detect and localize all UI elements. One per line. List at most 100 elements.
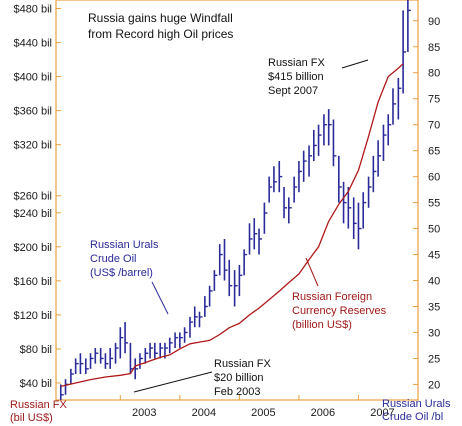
chart-title: Russia gains huge Windfall from Record h…: [88, 11, 233, 41]
left-tick-label: $200 bil: [13, 242, 52, 254]
oil-bar: [317, 124, 322, 156]
right-axis-label-line-2: Crude Oil /bl: [382, 411, 443, 423]
x-tick-label: 2005: [251, 407, 275, 419]
oil-bar: [79, 353, 84, 375]
right-tick-label: 40: [428, 276, 440, 288]
right-tick-label: 75: [428, 94, 440, 106]
right-tick-label: 90: [428, 16, 440, 28]
oil-bar: [84, 358, 89, 375]
oil-bar: [402, 10, 407, 94]
x-tick-label: 2006: [311, 407, 335, 419]
annotation-reserves-pointer: [305, 257, 319, 287]
annotation-fx-peak: Russian FX $415 billion Sept 2007: [268, 57, 369, 97]
oil-bar: [223, 238, 228, 281]
oil-bar: [367, 176, 372, 208]
oil-bar: [273, 166, 277, 193]
right-tick-label: 65: [428, 146, 440, 158]
oil-bar: [238, 264, 243, 297]
oil-bar: [218, 244, 223, 276]
left-tick-label: $480 bil: [13, 4, 52, 16]
oil-bar: [397, 77, 402, 120]
annotation-fx-peak-line-2: $415 billion: [268, 71, 324, 83]
oil-bar: [204, 296, 208, 317]
left-tick-label: $440 bil: [13, 38, 52, 50]
left-axis-label-line-1: Russian FX: [10, 399, 68, 411]
plot-frame: [55, 0, 419, 401]
oil-bar: [308, 145, 313, 177]
oil-bar: [70, 368, 74, 385]
right-tick-label: 50: [428, 224, 440, 236]
oil-bar: [183, 327, 188, 343]
annotation-oil-line-2: Crude Oil: [90, 253, 136, 265]
oil-bar: [387, 114, 392, 146]
title-line-1: Russia gains huge Windfall: [88, 11, 233, 25]
oil-bar: [159, 342, 164, 359]
oil-bar: [342, 181, 347, 224]
oil-bar: [149, 342, 154, 359]
annotation-oil: Russian Urals Crude Oil (US$ /barrel): [90, 239, 169, 315]
oil-bar: [357, 202, 362, 250]
oil-bar: [124, 322, 129, 354]
left-tick-label: $400 bil: [13, 72, 52, 84]
left-tick-label: $260 bil: [13, 191, 52, 203]
right-tick-label: 20: [428, 379, 440, 391]
oil-bar: [213, 270, 218, 291]
x-tick-label: 2004: [192, 407, 216, 419]
oil-bar: [74, 358, 79, 375]
oil-bar: [114, 342, 119, 364]
annotation-reserves: Russian Foreign Currency Reserves (billi…: [292, 257, 387, 331]
right-tick-label: 80: [428, 68, 440, 80]
oil-bar: [407, 0, 411, 52]
oil-bar: [253, 218, 258, 250]
oil-bar: [327, 109, 332, 146]
x-tick-label: 2003: [132, 407, 156, 419]
oil-bar: [109, 348, 114, 369]
oil-bar: [372, 155, 377, 193]
oil-bar: [243, 249, 248, 276]
oil-bar: [119, 327, 124, 359]
right-tick-label: 70: [428, 120, 440, 132]
annotation-oil-line-3: (US$ /barrel): [90, 267, 153, 279]
annotation-oil-line-1: Russian Urals: [90, 239, 159, 251]
right-axis-label-line-1: Russian Urals: [382, 398, 451, 410]
oil-bar: [332, 119, 337, 167]
right-tick-label: 55: [428, 198, 440, 210]
left-tick-label: $360 bil: [13, 106, 52, 118]
oil-bar: [352, 197, 357, 239]
oil-bar: [168, 337, 173, 354]
oil-bar: [208, 285, 213, 307]
oil-bar: [382, 124, 387, 162]
annotation-reserves-line-3: (billion US$): [292, 319, 352, 331]
oil-bar: [293, 176, 298, 203]
oil-bar: [174, 332, 179, 349]
left-tick-label: $320 bil: [13, 140, 52, 152]
oil-bar: [338, 155, 342, 203]
reserves-series-line: [60, 63, 404, 388]
oil-bar: [59, 384, 64, 400]
annotation-reserves-line-2: Currency Reserves: [292, 305, 387, 317]
oil-bar: [193, 306, 198, 328]
right-tick-label: 25: [428, 353, 440, 365]
oil-bar: [228, 259, 233, 297]
title-line-2: from Record high Oil prices: [88, 27, 233, 41]
annotation-reserves-line-1: Russian Foreign: [292, 291, 372, 303]
oil-bar: [99, 348, 104, 364]
oil-bar: [313, 129, 317, 162]
x-axis: 2003 2004 2005 2006 2007: [119, 395, 395, 419]
left-tick-label: $40 bil: [20, 378, 52, 390]
right-tick-label: 60: [428, 172, 440, 184]
annotation-fx-peak-line-1: Russian FX: [268, 57, 326, 69]
left-tick-label: $120 bil: [13, 310, 52, 322]
right-tick-label: 45: [428, 250, 440, 262]
right-axis-label: Russian Urals Crude Oil /bl: [382, 398, 451, 423]
annotation-fx-low-line-1: Russian FX: [214, 358, 272, 370]
right-tick-label: 30: [428, 327, 440, 339]
oil-bar: [392, 88, 396, 125]
oil-series: [59, 0, 411, 400]
left-tick-label: $160 bil: [13, 276, 52, 288]
oil-bar: [347, 187, 352, 229]
oil-bar: [323, 114, 327, 146]
left-axis-label-line-2: (bil US$): [10, 412, 53, 424]
